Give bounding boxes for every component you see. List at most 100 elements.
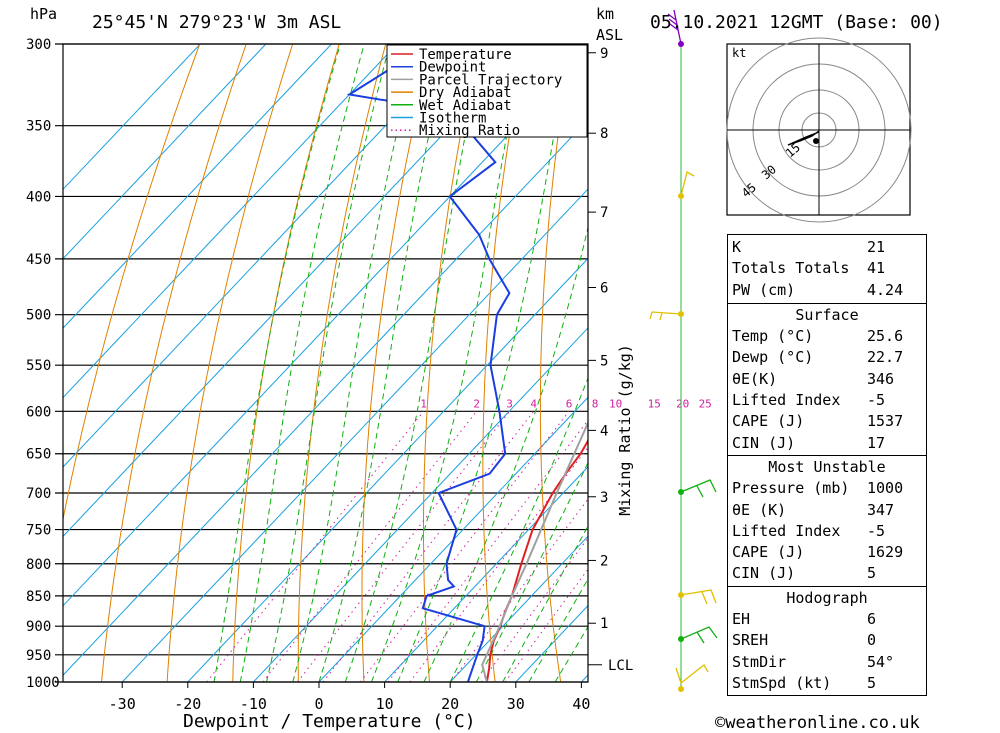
isotherm-line <box>63 44 529 538</box>
surface-li-value: -5 <box>867 391 886 410</box>
wet-adiabat-line <box>213 44 341 682</box>
surface-cape-label: CAPE (J) <box>732 412 805 431</box>
surface-temp-label: Temp (°C) <box>732 327 814 346</box>
parcel-trajectory <box>481 420 588 682</box>
wind-barb <box>680 589 717 605</box>
wind-barb <box>675 664 709 684</box>
storm-motion-dot <box>813 138 819 144</box>
km-tick-label: 2 <box>600 553 608 569</box>
wet-adiabat-line <box>397 44 571 682</box>
km-tick-label: 6 <box>600 281 608 297</box>
x-axis-title: Dewpoint / Temperature (°C) <box>183 711 476 732</box>
mixing-ratio-label: 25 <box>699 397 712 410</box>
dry-adiabat-line <box>101 44 247 682</box>
x-tick-label: 40 <box>572 695 590 713</box>
wind-level-dot <box>678 636 684 642</box>
surface-dewp-label: Dewp (°C) <box>732 348 814 367</box>
mixing-ratio-line <box>322 410 535 682</box>
dry-adiabat-line <box>232 44 340 682</box>
k-label: K <box>732 238 742 256</box>
pressure-tick-label: 350 <box>26 119 51 135</box>
tt-value: 41 <box>867 259 886 278</box>
mu-cin-label: CIN (J) <box>732 564 796 583</box>
wet-adiabat-line <box>239 44 365 682</box>
pressure-tick-label: 500 <box>26 308 51 324</box>
mixing-ratio-label: 3 <box>506 397 513 410</box>
mixing-ratio-label: 20 <box>676 397 689 410</box>
mu-cin-value: 5 <box>867 564 877 583</box>
legend-entry: Parcel Trajectory <box>419 72 562 88</box>
stmspd-label: StmSpd (kt) <box>732 673 832 692</box>
isotherm-line <box>63 44 267 260</box>
mixing-ratio-line <box>297 410 510 682</box>
dry-adiabat-line <box>166 44 294 682</box>
pressure-tick-label: 950 <box>26 648 51 664</box>
wet-adiabat-line <box>371 44 525 682</box>
wet-adiabat-line <box>502 524 588 682</box>
isotherm-line <box>63 44 464 468</box>
legend-entry: Isotherm <box>419 111 486 127</box>
x-tick-label: -20 <box>174 695 201 713</box>
dry-adiabat-line <box>944 35 1000 682</box>
mu-pressure-value: 1000 <box>867 479 904 498</box>
hodograph-trace <box>787 130 820 146</box>
km-unit-label: km <box>596 5 614 23</box>
mixing-ratio-line <box>206 410 424 682</box>
pressure-tick-label: 850 <box>26 589 51 605</box>
mixing-ratio-label: 15 <box>648 397 661 410</box>
mu-cape-value: 1629 <box>867 543 904 562</box>
mixing-ratio-line <box>387 419 588 682</box>
isotherm-line <box>187 257 588 682</box>
x-tick-label: -10 <box>240 695 267 713</box>
eh-value: 6 <box>867 610 877 629</box>
mu-theta-value: 347 <box>867 500 895 519</box>
surface-section: Surface Temp (°C) 25.6 Dewp (°C) 22.7 θE(K… <box>727 303 927 456</box>
x-tick-label: 0 <box>314 695 323 713</box>
mixing-ratio-label: 1 <box>420 397 427 410</box>
isotherm-line <box>63 44 201 191</box>
km-tick-label: 4 <box>600 423 608 439</box>
wind-level-dot <box>678 311 684 317</box>
mixing-ratio-label: 2 <box>473 397 480 410</box>
pressure-tick-label: 400 <box>26 189 51 205</box>
dry-adiabat-line <box>539 44 573 682</box>
surface-cin-value: 17 <box>867 433 886 452</box>
isotherm-line <box>384 466 588 682</box>
mixing-ratio-label: 10 <box>609 397 622 410</box>
wet-adiabat-line <box>266 44 391 682</box>
pressure-tick-label: 750 <box>26 523 51 539</box>
isotherm-line <box>63 118 588 676</box>
mu-theta-label: θE (K) <box>732 500 787 519</box>
wind-level-dot <box>678 193 684 199</box>
isotherm-line <box>318 396 588 682</box>
location-title: 25°45'N 279°23'W 3m ASL <box>92 12 341 33</box>
most-unstable-title: Most Unstable <box>768 457 886 476</box>
km-tick-label: 8 <box>600 126 608 142</box>
isotherm-line <box>63 44 398 399</box>
km-tick-label: 9 <box>600 46 608 62</box>
pw-label: PW (cm) <box>732 280 796 299</box>
km-tick-label: 5 <box>600 353 608 369</box>
hodograph: kt 15 30 45 <box>726 37 912 223</box>
hodograph-section: Hodograph EH 6 SREH 0 StmDir 54° StmSpd (kt… <box>727 586 927 697</box>
plot-frame <box>62 43 589 683</box>
most-unstable-section: Most Unstable Pressure (mb) 1000 θE (K) 34… <box>727 455 927 587</box>
surface-temp-value: 25.6 <box>867 327 904 346</box>
k-value: 21 <box>867 238 886 256</box>
x-tick-label: 10 <box>376 695 394 713</box>
wind-level-dot <box>678 41 684 47</box>
legend-entry: Dewpoint <box>419 60 486 76</box>
pressure-tick-label: 600 <box>26 404 51 420</box>
asl-unit-label: ASL <box>596 26 623 44</box>
isotherm-line <box>449 535 588 682</box>
x-tick-label: -30 <box>109 695 136 713</box>
surface-dewp-value: 22.7 <box>867 348 904 367</box>
mixing-ratio-line <box>480 537 588 682</box>
x-tick-label: 20 <box>441 695 459 713</box>
mixing-ratio-label: 8 <box>592 397 599 410</box>
stmdir-value: 54° <box>867 652 895 671</box>
surface-cape-value: 1537 <box>867 412 904 431</box>
surface-cin-label: CIN (J) <box>732 433 796 452</box>
mu-cape-label: CAPE (J) <box>732 543 805 562</box>
